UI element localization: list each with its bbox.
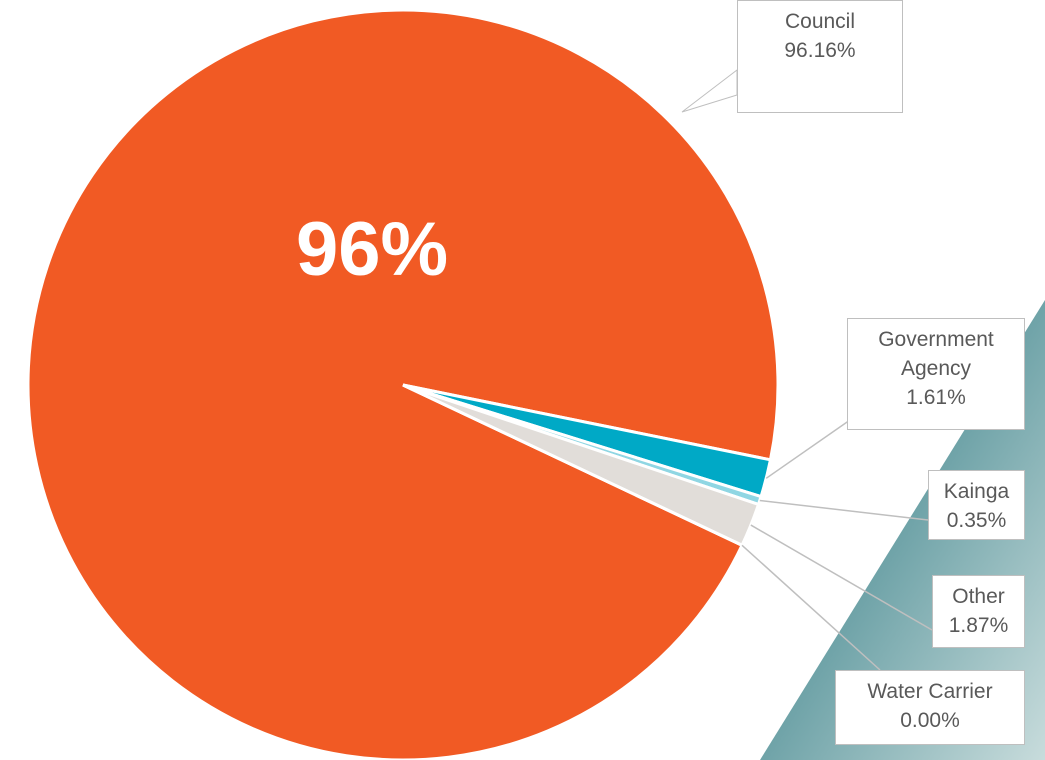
page: 96% (() => { const data = JSON.parse(doc… (0, 0, 1045, 760)
callout-value: 0.00% (842, 706, 1018, 735)
callout-name: Other (939, 582, 1018, 611)
callout-name: Water Carrier (842, 677, 1018, 706)
center-label: 96% (296, 207, 448, 292)
callout-pointer (682, 70, 737, 112)
leader-line (766, 420, 850, 478)
callout-name: Government Agency (854, 325, 1018, 383)
callout-value: 96.16% (744, 36, 896, 65)
callout-name: Kainga (935, 477, 1018, 506)
callout-value: 1.87% (939, 611, 1018, 640)
callout-value: 1.61% (854, 383, 1018, 412)
callout-name: Council (744, 7, 896, 36)
callout-value: 0.35% (935, 506, 1018, 535)
leader-line (760, 500, 928, 520)
